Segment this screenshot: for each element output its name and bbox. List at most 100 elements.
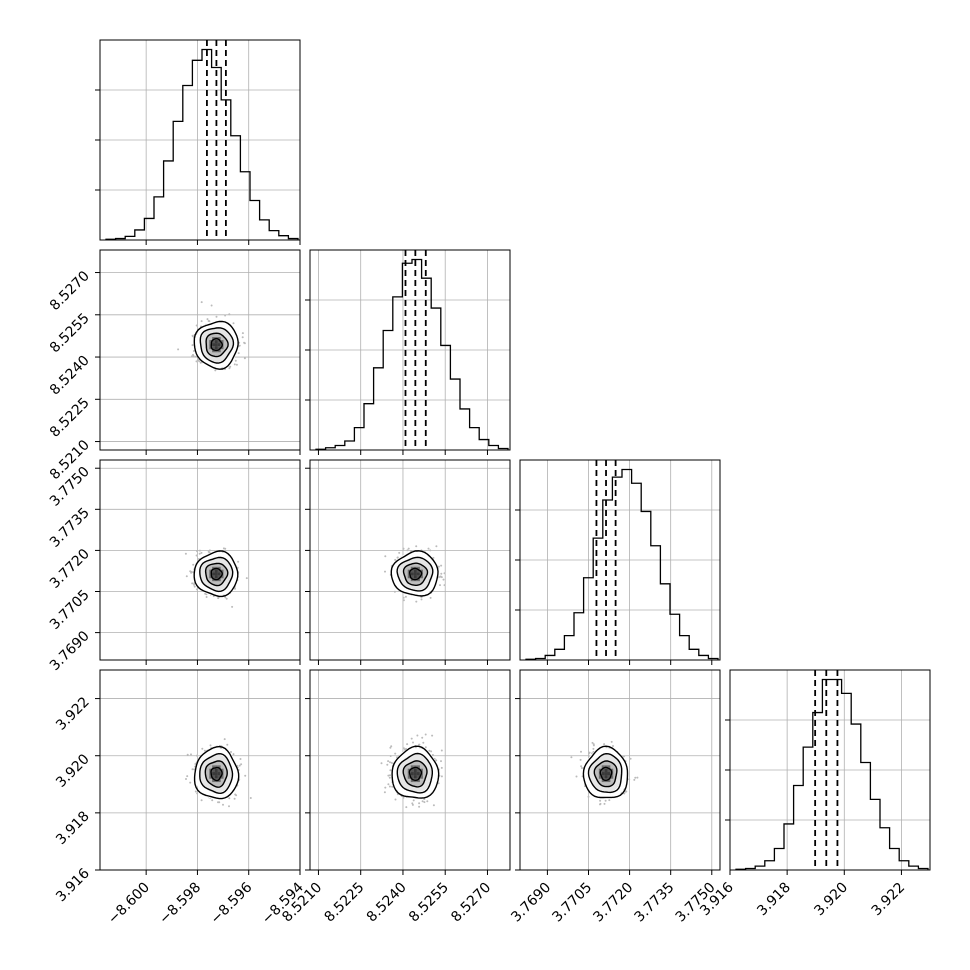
density-cell [214,340,218,344]
x-tick-label: −8.600 [105,880,153,928]
density-cell [419,575,423,579]
scatter-point [440,775,443,778]
density-cell [416,566,420,570]
y-tick-label: 8.5240 [47,353,93,399]
y-tick-label: 3.918 [53,808,93,848]
y-tick-label: 3.922 [53,694,93,734]
density-cell [212,575,215,579]
density-cell [217,566,221,570]
density-cell [220,346,224,350]
histogram-step [525,468,719,660]
y-tick-label: 3.7720 [47,546,93,592]
hist-panel-3 [725,669,931,875]
scatter-point [422,741,425,744]
scatter-point [197,359,200,361]
scatter-point [412,799,415,802]
density-cell [217,569,221,573]
joint-panel-2-0 [95,459,301,665]
scatter-point [389,755,392,757]
scatter-point [391,785,394,788]
contour-line [390,550,439,597]
density-cell [209,340,213,344]
density-cell [212,578,215,582]
scatter-point [190,571,193,574]
contour-line [205,332,229,358]
scatter-point [208,549,211,552]
scatter-point [228,367,231,370]
scatter-point [440,564,443,567]
scatter-point [223,738,226,741]
scatter-point [398,551,401,554]
scatter-point [388,776,391,779]
scatter-point [633,778,636,781]
density-cell [217,337,221,341]
scatter-point [194,355,197,358]
scatter-point [437,565,440,568]
scatter-point [402,596,405,599]
scatter-point [426,800,429,803]
scatter-point [195,324,198,327]
scatter-point [232,322,235,325]
joint-panel-1-0 [95,249,301,455]
scatter-point [406,549,409,552]
scatter-point [226,743,229,746]
density-cell [209,569,213,573]
density-cell [220,340,224,344]
scatter-point [416,734,419,737]
scatter-point [421,736,424,739]
density-cell [214,346,218,350]
scatter-point [234,587,236,590]
scatter-point [229,365,232,368]
scatter-point [186,775,189,778]
histogram-step [105,48,299,240]
scatter-point [189,570,192,573]
scatter-point [193,585,196,588]
scatter-point [440,760,442,763]
panels-layer: −8.600 −8.598 −8.596 −8.5948.52108.52258.52… [47,39,931,928]
scatter-point [592,744,595,747]
density-cell [413,772,417,776]
scatter-point [405,806,408,809]
x-tick-label: −8.598 [156,880,204,928]
density-cell [212,340,215,344]
scatter-point [599,802,602,805]
x-tick-label: 3.7705 [549,880,595,926]
scatter-point [215,315,218,318]
contour-line [193,550,239,598]
scatter-point [389,761,391,764]
density-cell [212,346,215,350]
scatter-point [407,547,410,550]
scatter-point [587,795,590,798]
scatter-point [238,344,241,347]
density-cell [209,575,213,579]
scatter-point [189,781,192,784]
density-cell [413,775,417,779]
density-cell [416,578,420,582]
scatter-point [435,545,438,548]
scatter-point [177,348,180,351]
contour-line [199,556,234,593]
scatter-point [243,357,246,360]
density-cell [416,575,420,579]
y-tick-label: 8.5255 [47,310,93,356]
scatter-point [203,749,206,752]
density-cell [416,572,420,576]
scatter-point [186,753,189,756]
scatter-point [608,799,611,802]
joint-panel-2-1 [305,459,511,665]
density-cell [413,569,417,573]
density-cell [217,578,221,582]
density-cell [407,575,411,579]
scatter-point [415,545,418,548]
scatter-point [245,577,248,580]
scatter-point [442,578,445,581]
x-tick-label: 8.5270 [448,880,494,926]
density-cell [214,572,218,576]
density-cell [217,343,221,347]
scatter-point [195,754,198,757]
scatter-point [603,802,606,805]
density-cell [407,569,411,573]
scatter-point [224,596,227,599]
panel-frame [309,459,511,661]
scatter-point [410,737,413,740]
